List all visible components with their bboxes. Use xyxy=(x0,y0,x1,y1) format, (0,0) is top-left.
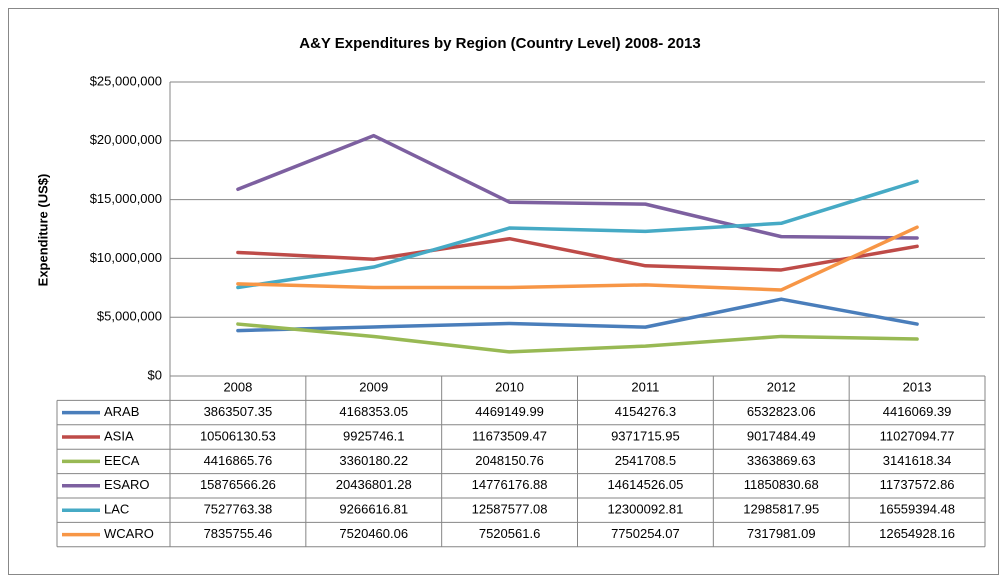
table-value: 4469149.99 xyxy=(475,404,544,419)
table-value: 2541708.5 xyxy=(615,453,676,468)
table-value: 4416865.76 xyxy=(204,453,273,468)
table-value: 9017484.49 xyxy=(747,428,816,443)
y-tick-label: $10,000,000 xyxy=(90,250,162,265)
x-tick-label: 2011 xyxy=(631,380,659,395)
table-value: 4154276.3 xyxy=(615,404,676,419)
table-value: 6532823.06 xyxy=(747,404,816,419)
chart-border xyxy=(8,8,999,575)
table-value: 4416069.39 xyxy=(883,404,952,419)
series-line xyxy=(236,236,919,272)
x-tick-label: 2008 xyxy=(223,380,252,395)
series-line xyxy=(236,297,919,333)
y-axis-title: Expenditure (US$) xyxy=(35,174,50,287)
legend-label: ESARO xyxy=(104,477,150,492)
table-value: 9371715.95 xyxy=(611,428,680,443)
y-tick-label: $0 xyxy=(148,367,162,382)
legend-label: ARAB xyxy=(104,404,139,419)
table-value: 12985817.95 xyxy=(743,502,819,517)
table-value: 7520561.6 xyxy=(479,526,540,541)
table-value: 11673509.47 xyxy=(472,428,547,443)
table-value: 11850830.68 xyxy=(744,477,819,492)
table-value: 3360180.22 xyxy=(339,453,408,468)
legend-label: ASIA xyxy=(104,428,134,443)
legend-label: LAC xyxy=(104,502,129,517)
table-value: 9266616.81 xyxy=(339,502,408,517)
table-value: 15876566.26 xyxy=(200,477,276,492)
x-tick-label: 2010 xyxy=(495,380,524,395)
legend-label: WCARO xyxy=(104,526,154,541)
table-value: 16559394.48 xyxy=(879,502,955,517)
table-value: 3141618.34 xyxy=(883,453,952,468)
y-tick-label: $5,000,000 xyxy=(97,309,162,324)
table-value: 7527763.38 xyxy=(204,502,273,517)
series-line xyxy=(236,322,919,354)
x-tick-label: 2013 xyxy=(903,380,932,395)
table-value: 7317981.09 xyxy=(747,526,816,541)
table-value: 12300092.81 xyxy=(607,502,683,517)
x-tick-label: 2012 xyxy=(767,380,796,395)
table-value: 7750254.07 xyxy=(611,526,680,541)
legend-label: EECA xyxy=(104,453,140,468)
table-value: 9925746.1 xyxy=(343,428,404,443)
chart-title: A&Y Expenditures by Region (Country Leve… xyxy=(299,35,701,52)
table-value: 12654928.16 xyxy=(879,526,955,541)
table-value: 7520460.06 xyxy=(339,526,408,541)
table-value: 11027094.77 xyxy=(880,428,955,443)
table-value: 12587577.08 xyxy=(472,502,548,517)
table-value: 11737572.86 xyxy=(880,477,955,492)
table-value: 14614526.05 xyxy=(607,477,683,492)
table-value: 7835755.46 xyxy=(204,526,273,541)
y-tick-label: $15,000,000 xyxy=(90,191,162,206)
series-line xyxy=(236,179,919,290)
table-value: 14776176.88 xyxy=(472,477,548,492)
table-value: 2048150.76 xyxy=(475,453,544,468)
table-value: 20436801.28 xyxy=(336,477,412,492)
y-tick-label: $20,000,000 xyxy=(90,132,162,147)
table-value: 4168353.05 xyxy=(339,404,408,419)
y-tick-label: $25,000,000 xyxy=(90,73,162,88)
x-tick-label: 2009 xyxy=(359,380,388,395)
series-line xyxy=(236,133,919,240)
table-value: 3863507.35 xyxy=(204,404,273,419)
series-line xyxy=(236,225,919,292)
table-value: 3363869.63 xyxy=(747,453,816,468)
table-value: 10506130.53 xyxy=(200,428,276,443)
